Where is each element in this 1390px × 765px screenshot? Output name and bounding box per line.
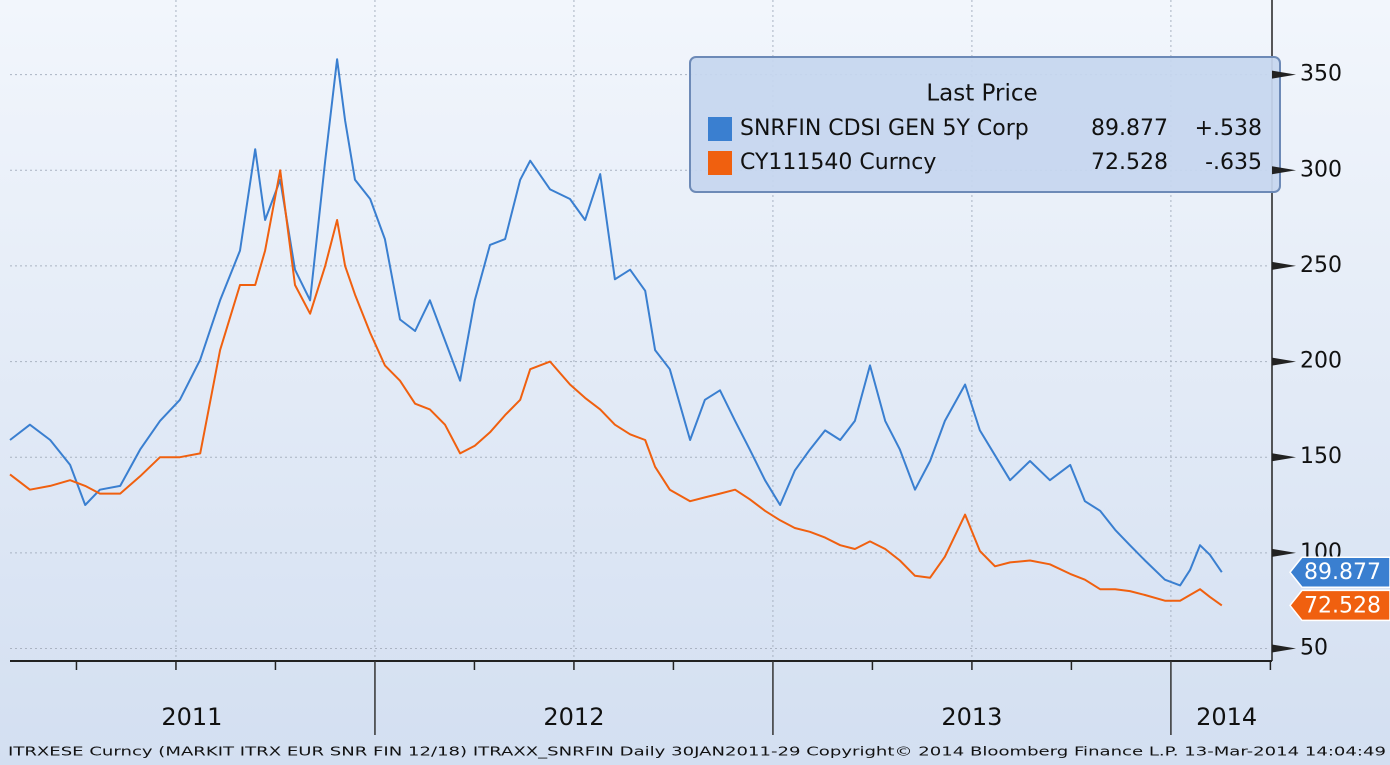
value-tag-label: 89.877 bbox=[1304, 560, 1381, 585]
legend-last-value: 89.877 bbox=[1091, 116, 1168, 141]
y-tick-label: 50 bbox=[1300, 636, 1328, 661]
legend: Last Price SNRFIN CDSI GEN 5Y Corp 89.877… bbox=[689, 56, 1281, 193]
legend-label: SNRFIN CDSI GEN 5Y Corp bbox=[740, 116, 1029, 141]
x-tick-label: 2011 bbox=[161, 703, 222, 731]
series-line bbox=[9, 169, 1223, 607]
y-tick-label: 150 bbox=[1300, 444, 1342, 469]
value-tag bbox=[1289, 556, 1390, 588]
y-tick-label: 200 bbox=[1300, 349, 1342, 374]
legend-change: -.635 bbox=[1205, 150, 1262, 175]
value-tag bbox=[1289, 589, 1390, 622]
legend-swatch bbox=[708, 117, 732, 141]
legend-swatch bbox=[708, 151, 732, 175]
series-line bbox=[9, 58, 1223, 587]
x-tick-label: 2014 bbox=[1196, 703, 1257, 731]
plot-area bbox=[9, 0, 1270, 660]
legend-last-value: 72.528 bbox=[1091, 150, 1168, 175]
legend-label: CY111540 Curncy bbox=[740, 150, 936, 175]
value-tag-label: 72.528 bbox=[1304, 593, 1381, 618]
legend-change: +.538 bbox=[1195, 116, 1262, 141]
y-tick-label: 250 bbox=[1300, 253, 1342, 278]
y-tick-mark bbox=[1272, 166, 1296, 175]
y-tick-mark bbox=[1272, 644, 1296, 653]
y-tick-label: 300 bbox=[1300, 157, 1342, 182]
y-tick-mark bbox=[1272, 548, 1296, 557]
x-tick-label: 2012 bbox=[543, 703, 604, 731]
legend-title: Last Price bbox=[926, 81, 1037, 107]
y-tick-mark bbox=[1272, 70, 1296, 79]
y-tick-mark bbox=[1272, 261, 1296, 270]
y-tick-mark bbox=[1272, 453, 1296, 462]
y-tick-label: 350 bbox=[1300, 62, 1342, 87]
x-tick-label: 2013 bbox=[941, 703, 1002, 731]
legend-box bbox=[689, 56, 1281, 193]
footnote: ITRXESE Curncy (MARKIT ITRX EUR SNR FIN … bbox=[8, 745, 1386, 759]
y-tick-mark bbox=[1272, 357, 1296, 366]
